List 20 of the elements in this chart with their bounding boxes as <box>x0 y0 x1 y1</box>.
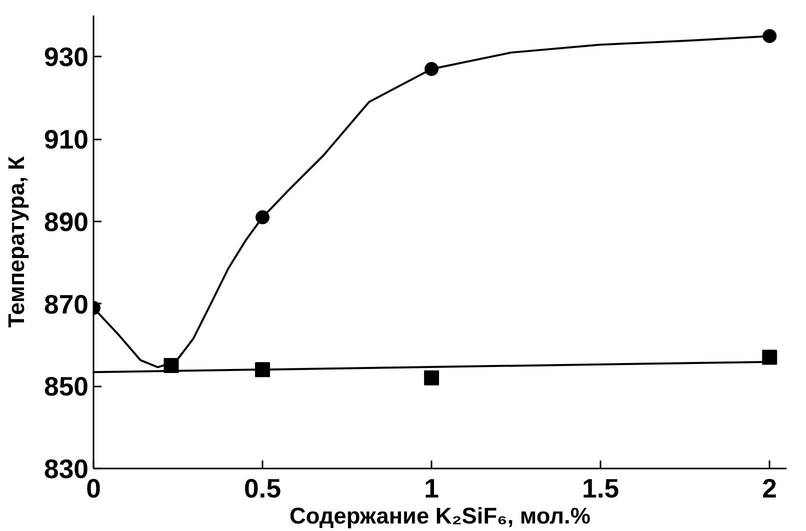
y-tick-label: 850 <box>44 372 89 402</box>
point <box>762 29 777 44</box>
y-tick-label: 910 <box>44 124 89 155</box>
y-axis-title: Температура, К <box>3 156 30 328</box>
x-axis-title: Содержание K₂SiF₆, мол.% <box>290 502 591 528</box>
y-tick-label: 930 <box>44 42 89 72</box>
x-tick-label: 0.5 <box>244 474 282 504</box>
x-tick-label: 0 <box>86 474 101 504</box>
point <box>424 62 439 76</box>
x-tick-label: 2 <box>762 474 778 504</box>
y-tick-label: 870 <box>44 289 89 320</box>
point <box>762 350 778 365</box>
x-tick-label: 1.5 <box>582 474 620 504</box>
point <box>424 370 440 386</box>
point <box>164 358 179 374</box>
y-tick-label: 890 <box>44 206 89 237</box>
point <box>255 362 270 378</box>
point <box>256 210 270 224</box>
x-tick-label: 1 <box>424 474 440 504</box>
y-tick-label: 830 <box>44 454 89 484</box>
